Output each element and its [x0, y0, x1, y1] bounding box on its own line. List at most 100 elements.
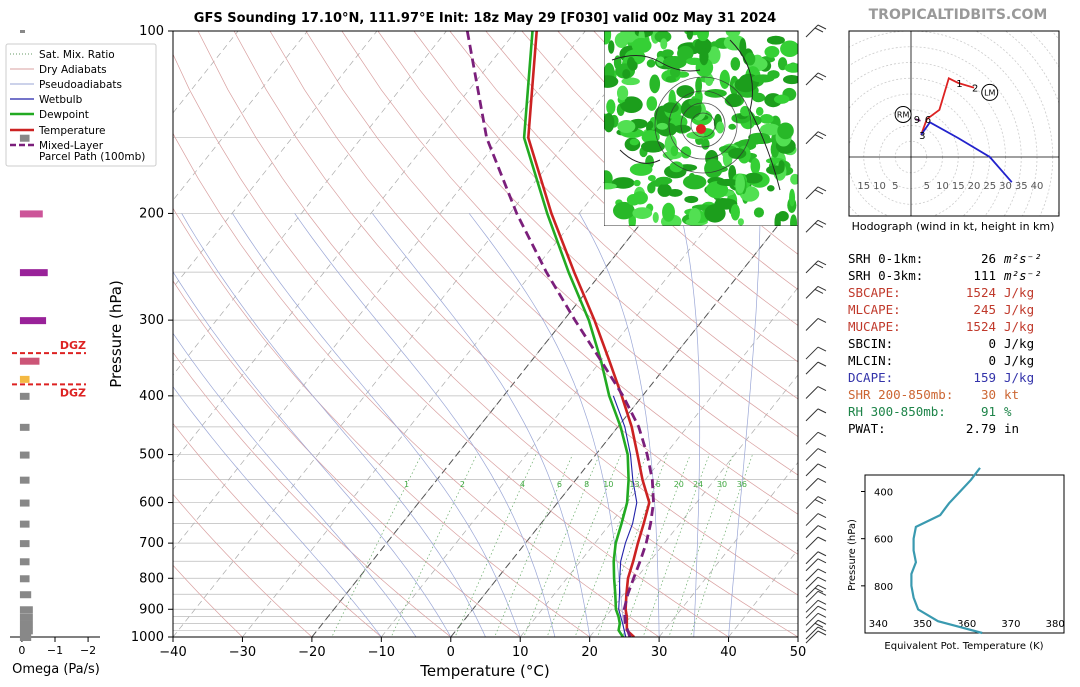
satellite-inset	[604, 31, 798, 226]
index-unit: %	[1004, 404, 1012, 419]
wind-barb	[805, 361, 819, 375]
series-mixed-layer-parcel-path-100mb-	[465, 31, 655, 637]
index-value: 0 J/kg	[988, 352, 1060, 369]
satellite-cloud	[662, 202, 675, 222]
index-number: 91	[980, 404, 996, 419]
satellite-cloud	[633, 179, 641, 187]
pseudo-adiabat	[468, 213, 625, 637]
x-tick-label: 50	[790, 645, 807, 660]
index-unit: in	[1004, 421, 1020, 436]
satellite-cloud	[737, 218, 744, 226]
wind-barb-flag	[817, 285, 827, 291]
wind-barb-flag	[817, 408, 827, 414]
satellite-cloud	[735, 173, 745, 194]
satellite-cloud	[646, 59, 656, 68]
omega-bar	[19, 423, 30, 431]
index-value: 245 J/kg	[973, 301, 1060, 318]
satellite-cloud	[616, 85, 629, 101]
pseudo-adiabat	[232, 213, 521, 637]
satellite-cloud	[773, 94, 790, 104]
index-value: 159 J/kg	[973, 369, 1060, 386]
mixing-ratio-line	[689, 454, 753, 637]
pseudo-adiabat	[173, 386, 382, 637]
omega-bar	[19, 134, 30, 142]
hodograph-point-label: 2	[972, 84, 978, 95]
sounding-indices: SRH 0-1km: 26 m²s⁻² SRH 0-3km: 111 m²s⁻² SBCAP…	[848, 250, 1060, 437]
omega-bar	[19, 317, 47, 325]
legend: Sat. Mix. Ratio Dry Adiabats Pseudoadiabat…	[5, 43, 157, 167]
index-row: MUCAPE: 1524 J/kg	[848, 318, 1060, 335]
wind-barb-flag	[817, 463, 827, 469]
satellite-cloud	[669, 65, 681, 78]
mixing-ratio-label: 30	[717, 480, 727, 489]
wind-barb	[805, 536, 819, 550]
index-value: 2.79 in	[966, 420, 1060, 437]
mixing-ratio-line	[454, 454, 537, 637]
wind-barb-flag	[814, 222, 824, 228]
satellite-cloud	[716, 121, 725, 134]
omega-bar	[19, 540, 30, 548]
satellite-cloud	[751, 74, 775, 83]
omega-bar	[19, 210, 43, 218]
omega-bar	[19, 520, 30, 528]
wind-barb-flag	[817, 584, 827, 590]
wind-barb	[805, 599, 819, 613]
index-value: 1524 J/kg	[966, 318, 1060, 335]
ring-label: 5	[924, 181, 930, 192]
index-label: RH 300-850mb:	[848, 404, 946, 419]
wind-barb-flag	[814, 499, 824, 505]
wind-barb-flag	[817, 619, 827, 625]
ring-label: 15	[857, 181, 870, 192]
satellite-cloud	[766, 185, 775, 192]
satellite-cloud	[647, 182, 656, 194]
hodograph-3-9-km	[920, 121, 1013, 183]
satellite-cloud	[744, 172, 763, 184]
satellite-cloud	[755, 106, 764, 116]
satellite-cloud	[739, 38, 747, 57]
dgz-label: DGZ	[60, 386, 86, 399]
wind-barb-flag	[817, 448, 827, 454]
wind-barb	[805, 584, 819, 598]
satellite-cloud	[789, 188, 796, 207]
satellite-cloud	[670, 145, 679, 157]
series-wetbulb	[612, 395, 638, 637]
satellite-cloud	[730, 203, 740, 221]
satellite-cloud	[647, 175, 656, 182]
omega-xlabel: Omega (Pa/s)	[12, 662, 100, 677]
index-value: 1524 J/kg	[966, 284, 1060, 301]
omega-bar	[19, 269, 48, 277]
watermark: TROPICALTIDBITS.COM	[869, 7, 1048, 23]
omega-panel: 0 −1 −2 Omega (Pa/s) DGZ DGZ	[10, 30, 100, 677]
satellite-cloud	[695, 77, 703, 94]
index-unit: J/kg	[1004, 353, 1035, 368]
ring-label: 25	[983, 181, 996, 192]
dry-adiabat	[449, 31, 798, 363]
y-tick-label: 300	[139, 313, 164, 328]
wind-barb	[805, 513, 819, 526]
pseudo-adiabat	[579, 213, 660, 637]
wind-barb	[805, 590, 819, 604]
satellite-cloud	[608, 40, 615, 54]
mixing-ratio-label: 36	[737, 480, 747, 489]
index-unit: m²s⁻²	[1004, 268, 1042, 283]
index-number: 0	[988, 353, 996, 368]
ring-label: 35	[1015, 181, 1028, 192]
dry-adiabat	[305, 31, 798, 515]
y-tick-label: 900	[139, 602, 164, 617]
index-number: 2.79	[965, 421, 996, 436]
index-row: DCAPE: 159 J/kg	[848, 369, 1060, 386]
satellite-cloud	[676, 85, 695, 99]
mixing-ratio-label: 13	[629, 480, 639, 489]
wind-barb-flag	[817, 131, 827, 137]
series-temperature	[526, 31, 651, 637]
index-number: 1524	[965, 319, 996, 334]
y-tick-label: 400	[139, 389, 164, 404]
wind-barb-flag	[817, 599, 827, 605]
satellite-cloud	[752, 92, 766, 103]
index-value: 91%	[981, 403, 1060, 420]
pseudo-adiabat	[728, 213, 761, 637]
wind-barb	[805, 219, 819, 233]
index-number: 111	[973, 268, 996, 283]
dry-adiabat	[173, 53, 730, 637]
